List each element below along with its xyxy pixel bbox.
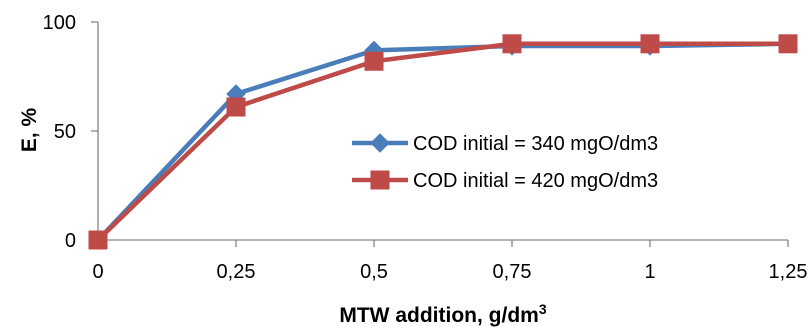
y-tick-label: 100 — [43, 12, 76, 34]
series-line — [96, 41, 788, 242]
x-tick-label: 0,75 — [493, 261, 532, 283]
x-axis-title: MTW addition, g/dm3 — [339, 301, 546, 327]
y-axis-title: E, % — [18, 108, 41, 153]
legend-item: COD initial = 420 mgO/dm3 — [352, 170, 658, 192]
x-axis-title-superscript: 3 — [539, 301, 547, 317]
data-point — [364, 51, 384, 71]
x-tick-label: 1 — [644, 261, 655, 283]
data-point — [88, 230, 108, 250]
data-point — [502, 34, 522, 54]
legend-item: COD initial = 340 mgO/dm3 — [352, 133, 658, 155]
data-point — [778, 34, 798, 54]
x-tick-label: 1,25 — [769, 261, 808, 283]
x-axis-title-text: MTW addition, g/dm — [339, 304, 538, 327]
data-point — [640, 34, 660, 54]
x-tick-labels: 0 0,25 0,5 0,75 1 1,25 — [92, 261, 807, 283]
data-point — [226, 97, 246, 117]
legend-label: COD initial = 340 mgO/dm3 — [413, 133, 658, 155]
series-2 — [88, 34, 798, 250]
legend-swatch-marker — [370, 133, 390, 153]
legend-swatch-marker — [370, 170, 390, 190]
x-tick-label: 0,5 — [360, 261, 388, 283]
x-tick-label: 0 — [92, 261, 103, 283]
y-tick-label: 50 — [54, 121, 76, 143]
series-layer — [88, 34, 798, 250]
legend-label: COD initial = 420 mgO/dm3 — [413, 170, 658, 192]
x-tick-label: 0,25 — [217, 261, 256, 283]
y-tick-label: 0 — [65, 230, 76, 252]
legend: COD initial = 340 mgO/dm3 COD initial = 4… — [352, 133, 658, 192]
y-tick-labels: 0 50 100 — [43, 12, 76, 252]
